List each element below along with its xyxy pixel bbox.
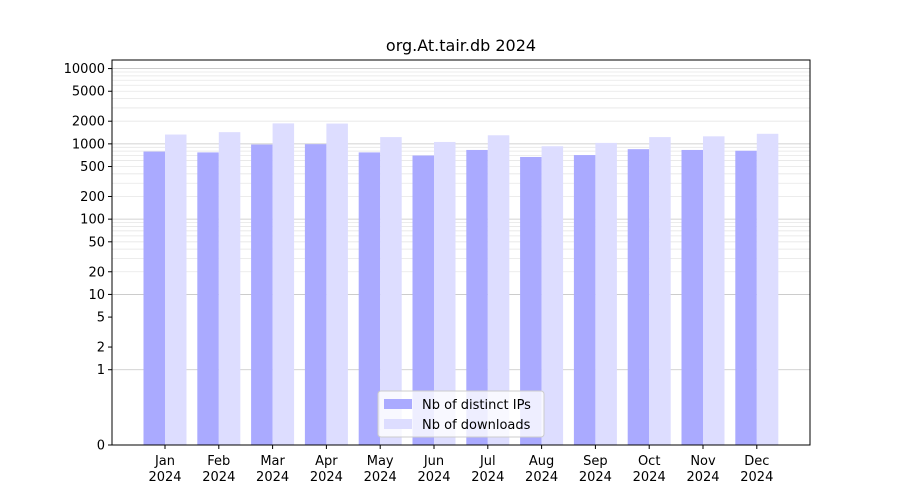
legend-label: Nb of distinct IPs <box>422 398 531 413</box>
y-tick-label: 2000 <box>72 115 105 130</box>
x-tick-label: Mar <box>260 454 285 469</box>
x-tick-label: 2024 <box>148 470 181 485</box>
legend-box <box>377 390 545 438</box>
bar-downloads <box>326 123 348 445</box>
bar-downloads <box>756 133 779 445</box>
bar-distinct-ips <box>520 156 542 446</box>
x-tick-label: Dec <box>744 454 769 469</box>
legend-swatch <box>384 419 412 429</box>
y-tick-label: 20 <box>88 265 105 280</box>
y-tick-label: 5 <box>97 311 105 326</box>
bar-distinct-ips <box>358 152 381 445</box>
bar-downloads <box>649 137 671 446</box>
bar-downloads <box>272 123 295 446</box>
y-tick-label: 50 <box>88 235 105 250</box>
bar-downloads <box>487 135 510 445</box>
y-tick-label: 1 <box>97 363 105 378</box>
y-axis: 0 1 2 5 10 20 50 100 200 500 1000 2000 5000 10000 <box>64 62 112 454</box>
x-tick-label: 2024 <box>686 470 719 485</box>
x-tick-label: 2024 <box>202 470 235 485</box>
x-tick-label: 2024 <box>740 470 773 485</box>
bar-downloads <box>595 142 617 445</box>
y-tick-label: 10 <box>88 288 105 303</box>
bar-downloads <box>434 141 456 445</box>
bar-distinct-ips <box>251 144 273 445</box>
legend-label: Nb of downloads <box>422 418 531 433</box>
bar-distinct-ips <box>735 150 757 445</box>
bar-downloads <box>541 146 564 445</box>
x-tick-label: May <box>367 454 394 469</box>
x-tick-label: 2024 <box>471 470 504 485</box>
x-tick-label: 2024 <box>525 470 558 485</box>
x-tick-label: Jan <box>154 454 175 469</box>
x-axis: Jan2024Feb2024Mar2024Apr2024May2024Jun20… <box>148 445 773 485</box>
bar-distinct-ips <box>681 149 703 445</box>
x-tick-label: 2024 <box>310 470 343 485</box>
y-tick-label: 2 <box>97 341 105 356</box>
legend: Nb of distinct IPs Nb of downloads <box>377 390 545 438</box>
bar-distinct-ips <box>412 155 434 445</box>
bar-downloads <box>703 136 725 445</box>
chart-title: org.At.tair.db 2024 <box>386 36 536 55</box>
bar-distinct-ips <box>573 155 596 446</box>
bar-distinct-ips <box>143 151 165 446</box>
x-tick-label: Sep <box>583 454 608 469</box>
y-tick-label: 500 <box>80 160 105 175</box>
plot-frame <box>111 59 811 446</box>
bar-downloads <box>165 134 187 445</box>
x-tick-label: 2024 <box>256 470 289 485</box>
bars <box>143 123 779 446</box>
y-tick-label: 1000 <box>72 137 105 152</box>
x-tick-label: Oct <box>638 454 660 469</box>
bar-distinct-ips <box>304 144 327 445</box>
x-tick-label: 2024 <box>417 470 450 485</box>
legend-swatch <box>384 399 412 409</box>
x-tick-label: Jul <box>479 454 496 469</box>
x-tick-label: Feb <box>207 454 230 469</box>
y-tick-label: 10000 <box>64 62 105 77</box>
y-tick-label: 5000 <box>72 85 105 100</box>
y-tick-label: 200 <box>80 190 105 205</box>
y-tick-label: 0 <box>97 439 105 454</box>
x-tick-label: 2024 <box>364 470 397 485</box>
y-tick-label: 100 <box>80 213 105 228</box>
bar-distinct-ips <box>627 149 650 445</box>
x-tick-label: Nov <box>690 454 716 469</box>
x-tick-label: 2024 <box>579 470 612 485</box>
x-tick-label: 2024 <box>633 470 666 485</box>
bar-downloads <box>218 132 241 445</box>
bar-downloads <box>380 137 402 446</box>
bar-distinct-ips <box>466 149 488 445</box>
x-tick-label: Aug <box>529 454 554 469</box>
bar-distinct-ips <box>197 152 219 445</box>
x-tick-label: Jun <box>423 454 444 469</box>
x-tick-label: Apr <box>315 454 338 469</box>
